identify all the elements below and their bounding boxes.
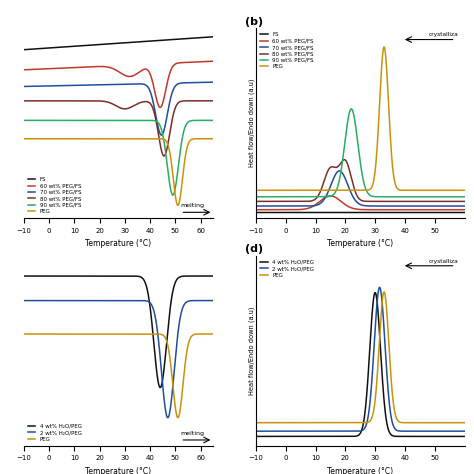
Text: crystalliza: crystalliza xyxy=(429,32,458,37)
X-axis label: Temperature (°C): Temperature (°C) xyxy=(85,467,152,474)
Legend: 4 wt% H₂O/PEG, 2 wt% H₂O/PEG, PEG: 4 wt% H₂O/PEG, 2 wt% H₂O/PEG, PEG xyxy=(27,423,83,443)
Y-axis label: Heat flow/Endo down (a.u): Heat flow/Endo down (a.u) xyxy=(248,307,255,395)
Y-axis label: Heat flow/Endo down (a.u): Heat flow/Endo down (a.u) xyxy=(248,79,255,167)
X-axis label: Temperature (°C): Temperature (°C) xyxy=(85,239,152,248)
X-axis label: Temperature (°C): Temperature (°C) xyxy=(327,239,393,248)
Legend: 4 wt% H₂O/PEG, 2 wt% H₂O/PEG, PEG: 4 wt% H₂O/PEG, 2 wt% H₂O/PEG, PEG xyxy=(259,259,315,279)
Legend: FS, 60 wt% PEG/FS, 70 wt% PEG/FS, 80 wt% PEG/FS, 90 wt% PEG/FS, PEG: FS, 60 wt% PEG/FS, 70 wt% PEG/FS, 80 wt%… xyxy=(259,31,315,70)
Text: (b): (b) xyxy=(245,17,263,27)
Text: melting: melting xyxy=(181,203,204,208)
Text: melting: melting xyxy=(181,430,204,436)
Text: (d): (d) xyxy=(245,244,263,254)
Text: crystalliza: crystalliza xyxy=(429,259,458,264)
X-axis label: Temperature (°C): Temperature (°C) xyxy=(327,467,393,474)
Legend: FS, 60 wt% PEG/FS, 70 wt% PEG/FS, 80 wt% PEG/FS, 90 wt% PEG/FS, PEG: FS, 60 wt% PEG/FS, 70 wt% PEG/FS, 80 wt%… xyxy=(27,176,82,215)
